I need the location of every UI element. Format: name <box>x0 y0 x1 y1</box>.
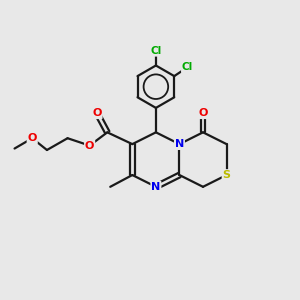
Text: Cl: Cl <box>182 62 193 72</box>
Text: O: O <box>28 133 37 143</box>
Text: S: S <box>223 170 231 180</box>
Text: N: N <box>151 182 160 192</box>
Text: O: O <box>198 108 208 118</box>
Text: O: O <box>85 141 94 151</box>
Text: Cl: Cl <box>150 46 161 56</box>
Text: O: O <box>92 108 102 118</box>
Text: N: N <box>175 139 184 149</box>
